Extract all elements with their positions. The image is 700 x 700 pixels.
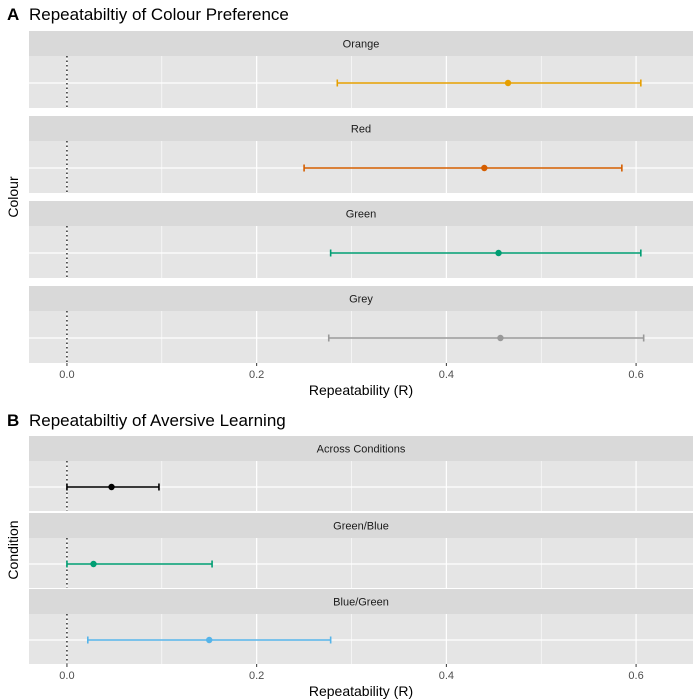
facet-strip: [29, 436, 693, 461]
point-estimate: [90, 560, 97, 568]
panel-title: Repeatabiltiy of Aversive Learning: [29, 411, 286, 430]
x-axis-title: Repeatability (R): [309, 683, 413, 699]
facet-label: Across Conditions: [317, 444, 406, 456]
x-axis-title: Repeatability (R): [309, 382, 413, 398]
y-axis-title: Condition: [5, 520, 21, 579]
point-estimate: [481, 164, 488, 172]
x-tick-label: 0.6: [628, 369, 643, 381]
facet-panel: [29, 226, 693, 278]
facet-panel: [29, 538, 693, 588]
point-estimate: [495, 249, 502, 257]
facet-panel: [29, 461, 693, 511]
facet-strip: [29, 286, 693, 311]
x-tick-label: 0.0: [59, 670, 74, 682]
facet-strip: [29, 513, 693, 538]
x-tick-label: 0.4: [439, 670, 454, 682]
facet-panel: [29, 141, 693, 193]
facet-panel: [29, 56, 693, 108]
y-axis-title: Colour: [5, 176, 21, 218]
facet-label: Orange: [343, 39, 380, 51]
facet-label: Red: [351, 124, 371, 136]
x-tick-label: 0.2: [249, 670, 264, 682]
facet-panel: [29, 311, 693, 363]
facet-panel: [29, 614, 693, 664]
facet-strip: [29, 589, 693, 614]
panel-letter: A: [7, 5, 19, 24]
facet-label: Green: [346, 209, 377, 221]
facet-strip: [29, 201, 693, 226]
point-estimate: [206, 636, 213, 644]
facet-label: Green/Blue: [333, 521, 389, 533]
x-tick-label: 0.0: [59, 369, 74, 381]
facet-strip: [29, 116, 693, 141]
panel-title: Repeatabiltiy of Colour Preference: [29, 5, 289, 24]
x-tick-label: 0.2: [249, 369, 264, 381]
point-estimate: [108, 483, 115, 491]
facet-strip: [29, 31, 693, 56]
x-tick-label: 0.6: [628, 670, 643, 682]
panel-letter: B: [7, 411, 19, 430]
point-estimate: [504, 79, 512, 87]
x-tick-label: 0.4: [439, 369, 454, 381]
point-estimate: [497, 334, 504, 342]
facet-label: Grey: [349, 294, 373, 306]
facet-label: Blue/Green: [333, 597, 389, 609]
